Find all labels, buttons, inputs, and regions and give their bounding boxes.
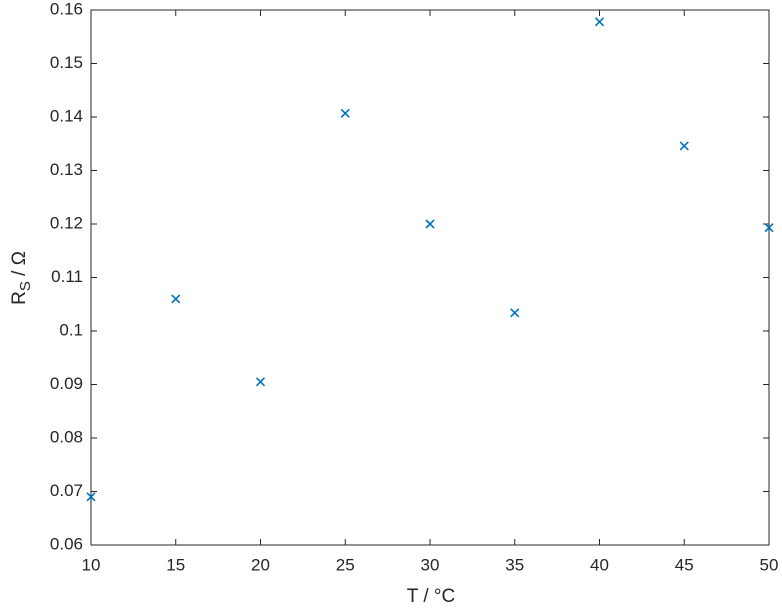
x-tick-label: 15 [166, 555, 185, 574]
x-tick-label: 50 [760, 555, 779, 574]
y-label-rest: / Ω [9, 251, 30, 281]
x-axis-label: T / °C [407, 586, 455, 607]
x-tick-label: 40 [590, 555, 609, 574]
y-tick-label: 0.1 [59, 320, 83, 339]
y-tick-label: 0.09 [50, 374, 83, 393]
point [425, 219, 435, 229]
y-tick-label: 0.11 [51, 267, 83, 286]
y-tick-label: 0.08 [50, 427, 83, 446]
point [255, 377, 266, 387]
point [679, 141, 689, 151]
point [340, 108, 350, 118]
y-tick-label: 0.06 [50, 534, 83, 553]
x-tick-label: 35 [505, 555, 524, 574]
point [510, 308, 520, 318]
point [171, 294, 181, 304]
y-tick-label: 0.13 [50, 160, 83, 179]
y-label-sub: S [17, 281, 34, 291]
y-label-main: R [9, 291, 30, 305]
point [594, 17, 605, 27]
x-tick-label: 20 [251, 555, 270, 574]
y-axis-label: RS / Ω [9, 251, 34, 305]
x-tick-label: 10 [82, 555, 101, 574]
y-tick-label: 0.14 [50, 106, 83, 125]
point [86, 492, 96, 502]
plot-area [90, 9, 770, 546]
y-tick-label: 0.16 [50, 0, 83, 18]
x-tick-label: 25 [336, 555, 355, 574]
y-tick-label: 0.12 [50, 213, 83, 232]
point [764, 223, 774, 233]
x-tick-label: 30 [421, 555, 440, 574]
x-tick-label: 45 [675, 555, 694, 574]
y-tick-label: 0.15 [50, 53, 83, 72]
y-tick-label: 0.07 [50, 481, 83, 500]
